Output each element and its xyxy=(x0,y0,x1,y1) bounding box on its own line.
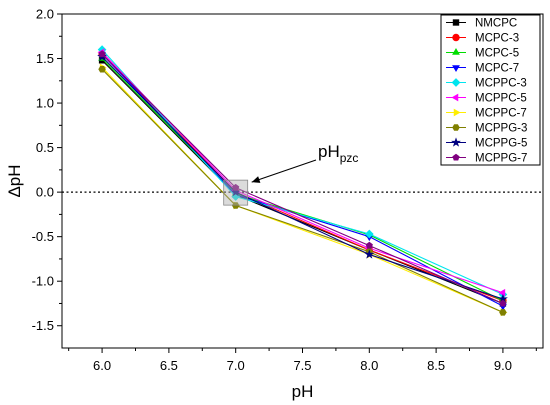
legend-label: NMCPC xyxy=(475,18,517,30)
legend-marker xyxy=(452,153,460,161)
legend-label: MCPPG-7 xyxy=(475,153,527,165)
legend-marker xyxy=(451,93,459,102)
legend-marker xyxy=(452,19,460,26)
x-tick-label: 9.0 xyxy=(494,358,512,373)
pzc-highlight-box xyxy=(223,179,249,206)
legend-entry: MCPPC-5 xyxy=(446,93,527,105)
legend-entry: MCPC-7 xyxy=(446,63,519,75)
y-tick-label: -1.5 xyxy=(32,318,54,333)
pzc-label-subscript: pzc xyxy=(340,151,359,165)
series-layer xyxy=(97,45,508,317)
x-axis-title: pH xyxy=(292,382,314,401)
y-axis-title: ΔpH xyxy=(5,164,24,197)
legend-marker xyxy=(452,65,460,73)
legend-entry: MCPPG-7 xyxy=(446,153,527,165)
pzc-label-main: pH xyxy=(318,142,340,161)
x-tick-label: 7.0 xyxy=(227,358,245,373)
legend-entry: NMCPC xyxy=(446,18,517,30)
legend-label: MCPPG-3 xyxy=(475,123,527,135)
legend-marker xyxy=(451,137,461,147)
data-point xyxy=(499,299,507,307)
axes: 6.0 6.5 7.0 7.5 8.0 8.5 9.0 2.0 1.5 1.0 0.5 0.0 -0.5… xyxy=(5,7,537,401)
legend-entry: MCPC-3 xyxy=(446,33,519,45)
x-tick-label: 6.5 xyxy=(160,358,178,373)
y-tick-label: 2.0 xyxy=(36,7,54,22)
series-line xyxy=(101,53,504,304)
legend-label: MCPC-7 xyxy=(475,63,519,75)
y-tick-label: -0.5 xyxy=(32,229,54,244)
series-mcppg-7 xyxy=(98,50,507,307)
legend-marker xyxy=(452,47,460,55)
pzc-label: pHpzc xyxy=(318,142,358,165)
legend-label: MCPPG-5 xyxy=(475,138,527,150)
series-line xyxy=(101,56,504,300)
pzc-arrow-head xyxy=(251,176,261,183)
x-tick-label: 8.0 xyxy=(360,358,378,373)
x-tick-label: 8.5 xyxy=(427,358,445,373)
pzc-arrow-shaft xyxy=(251,159,317,183)
legend-marker xyxy=(452,33,460,42)
legend-label: MCPPC-3 xyxy=(475,78,527,90)
legend-label: MCPC-5 xyxy=(475,48,519,60)
y-tick-label: 1.5 xyxy=(36,51,54,66)
legend-entry: MCPPG-5 xyxy=(446,137,527,150)
legend-label: MCPC-3 xyxy=(475,33,519,45)
series-line xyxy=(101,58,504,302)
legend-label: MCPPC-5 xyxy=(475,93,527,105)
data-point xyxy=(364,229,374,239)
legend-marker xyxy=(452,124,460,131)
legend-label: MCPPC-7 xyxy=(475,108,527,120)
x-tick-label: 6.0 xyxy=(93,358,111,373)
data-point xyxy=(232,183,240,191)
data-point xyxy=(230,186,241,197)
y-tick-label: -1.0 xyxy=(32,274,54,289)
series-line xyxy=(101,68,504,313)
series-line xyxy=(101,49,504,296)
legend: NMCPC MCPC-3 MCPC-5 MCPC-7 MCPPC-3 MCPPC-5 MCP… xyxy=(440,14,541,166)
legend-entry: MCPPC-7 xyxy=(446,108,527,120)
legend-entry: MCPPC-3 xyxy=(446,78,527,90)
data-point xyxy=(364,249,375,259)
y-tick-label: 0.5 xyxy=(36,140,54,155)
legend-marker xyxy=(451,78,461,87)
legend-entry: MCPPG-3 xyxy=(446,123,527,135)
annotation-layer: pHpzc xyxy=(223,142,358,206)
data-point xyxy=(498,288,506,297)
legend-entry: MCPC-5 xyxy=(446,48,519,60)
x-tick-label: 7.5 xyxy=(293,358,311,373)
y-tick-label: 0.0 xyxy=(36,185,54,200)
data-point xyxy=(98,50,106,58)
series-line xyxy=(101,67,504,313)
legend-marker xyxy=(453,108,461,117)
data-point xyxy=(98,65,106,73)
data-point xyxy=(365,241,373,249)
data-point xyxy=(499,309,507,316)
y-tick-label: 1.0 xyxy=(36,96,54,111)
